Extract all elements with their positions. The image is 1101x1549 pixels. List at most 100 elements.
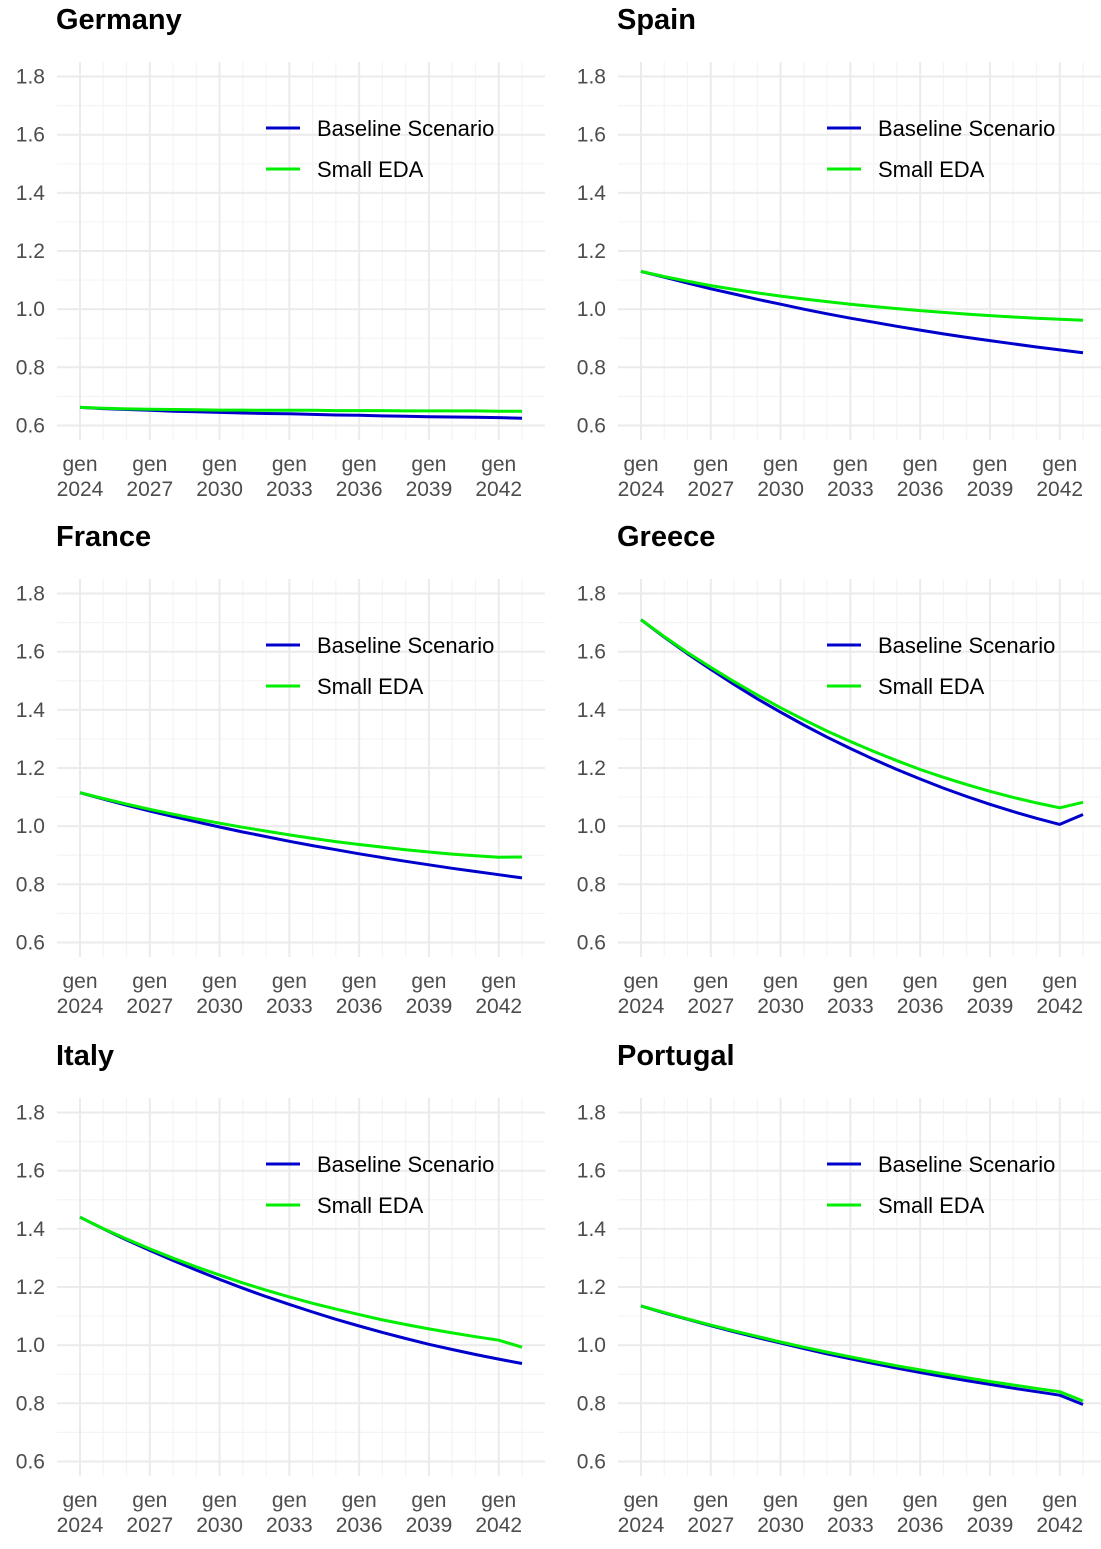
y-tick-label: 0.8 — [577, 1392, 606, 1415]
x-tick-label: gen — [903, 970, 938, 993]
chart-panel-greece: Greece 0.6 0.8 1.0 1.2 1.4 1.6 1.8 gen 2024 gen 202… — [561, 517, 1101, 1030]
y-tick-label: 1.0 — [577, 298, 606, 321]
x-tick-label: 2030 — [757, 1514, 804, 1537]
chart-panel-spain: Spain 0.6 0.8 1.0 1.2 1.4 1.6 1.8 gen 2024 gen 2027… — [561, 0, 1101, 513]
legend-label: Baseline Scenario — [317, 633, 494, 658]
series-line-small-eda — [640, 618, 1084, 810]
y-tick-label: 0.8 — [577, 356, 606, 379]
x-tick-label: gen — [763, 453, 798, 476]
x-tick-label: 2033 — [827, 1514, 874, 1537]
x-tick-label: gen — [1042, 1489, 1077, 1512]
legend-label: Baseline Scenario — [878, 116, 1055, 141]
x-tick-label: gen — [1042, 453, 1077, 476]
y-tick-label: 0.8 — [16, 1392, 45, 1415]
y-tick-label: 0.6 — [16, 931, 45, 954]
x-tick-label: gen — [132, 453, 167, 476]
y-tick-label: 1.8 — [577, 66, 606, 89]
x-tick-label: gen — [411, 1489, 446, 1512]
x-tick-label: 2042 — [1036, 995, 1083, 1018]
x-tick-label: 2024 — [57, 995, 104, 1018]
x-tick-label: gen — [903, 1489, 938, 1512]
y-tick-label: 1.4 — [577, 1218, 607, 1241]
legend-label: Baseline Scenario — [878, 1152, 1055, 1177]
x-tick-label: 2039 — [406, 478, 453, 501]
x-tick-label: gen — [411, 970, 446, 993]
x-tick-label: 2033 — [827, 995, 874, 1018]
chart-title: Italy — [56, 1040, 115, 1072]
x-tick-label: 2042 — [475, 478, 522, 501]
x-tick-label: gen — [342, 453, 377, 476]
y-tick-label: 0.6 — [577, 1450, 606, 1473]
x-tick-label: 2042 — [475, 1514, 522, 1537]
series-line-baseline — [79, 791, 523, 880]
x-tick-label: 2039 — [967, 1514, 1014, 1537]
x-tick-label: 2024 — [57, 478, 104, 501]
x-tick-label: 2042 — [1036, 478, 1083, 501]
x-tick-label: gen — [132, 970, 167, 993]
legend-label: Baseline Scenario — [317, 116, 494, 141]
x-tick-label: gen — [693, 453, 728, 476]
y-tick-label: 1.6 — [577, 1160, 606, 1183]
legend-label: Small EDA — [878, 1193, 985, 1218]
legend-label: Small EDA — [878, 674, 985, 699]
x-tick-label: gen — [972, 453, 1007, 476]
x-tick-label: 2030 — [196, 478, 243, 501]
y-tick-label: 1.8 — [577, 583, 606, 606]
y-tick-label: 0.6 — [16, 414, 45, 437]
y-tick-label: 1.4 — [577, 182, 607, 205]
chart-panel-germany: Germany 0.6 0.8 1.0 1.2 1.4 1.6 1.8 gen 2024 gen 20… — [0, 0, 550, 513]
x-tick-label: gen — [411, 453, 446, 476]
y-tick-label: 1.6 — [16, 1160, 45, 1183]
chart-svg: 0.60.81.01.21.41.61.8gen2024gen2027gen20… — [16, 1098, 545, 1537]
x-tick-label: gen — [481, 970, 516, 993]
legend-label: Small EDA — [878, 157, 985, 182]
y-tick-label: 1.0 — [577, 1334, 606, 1357]
x-tick-label: 2039 — [406, 1514, 453, 1537]
y-tick-label: 1.6 — [16, 124, 45, 147]
x-tick-label: 2030 — [196, 995, 243, 1018]
y-tick-label: 1.0 — [16, 1334, 45, 1357]
y-tick-label: 1.0 — [16, 815, 45, 838]
chart-svg: 0.60.81.01.21.41.61.8gen2024gen2027gen20… — [577, 62, 1101, 501]
y-tick-label: 1.2 — [577, 757, 606, 780]
chart-svg: 0.60.81.01.21.41.61.8gen2024gen2027gen20… — [577, 579, 1101, 1018]
x-tick-label: gen — [62, 970, 97, 993]
x-tick-label: 2033 — [266, 478, 313, 501]
y-tick-label: 1.4 — [577, 699, 607, 722]
x-tick-label: gen — [972, 970, 1007, 993]
x-tick-label: gen — [202, 970, 237, 993]
y-tick-label: 1.2 — [577, 1276, 606, 1299]
x-tick-label: gen — [62, 453, 97, 476]
chart-title: Spain — [617, 4, 696, 36]
x-tick-label: 2036 — [336, 478, 383, 501]
y-tick-label: 1.4 — [16, 1218, 46, 1241]
x-tick-label: gen — [972, 1489, 1007, 1512]
y-tick-label: 1.6 — [577, 641, 606, 664]
x-tick-label: gen — [693, 970, 728, 993]
series-line-small-eda — [640, 1304, 1084, 1403]
x-tick-label: 2027 — [126, 995, 173, 1018]
x-tick-label: 2033 — [266, 1514, 313, 1537]
series-line-small-eda — [79, 405, 522, 413]
x-tick-label: 2033 — [827, 478, 874, 501]
chart-panel-italy: Italy 0.6 0.8 1.0 1.2 1.4 1.6 1.8 gen 2024 gen 2027… — [0, 1036, 550, 1549]
y-tick-label: 0.6 — [16, 1450, 45, 1473]
x-tick-label: 2036 — [897, 995, 944, 1018]
x-tick-label: gen — [833, 970, 868, 993]
x-tick-label: 2033 — [266, 995, 313, 1018]
chart-title: Germany — [56, 4, 182, 36]
x-tick-label: 2036 — [336, 995, 383, 1018]
series-line-baseline — [640, 269, 1084, 355]
y-tick-label: 1.6 — [577, 124, 606, 147]
x-tick-label: gen — [272, 1489, 307, 1512]
chart-title: Portugal — [617, 1040, 735, 1072]
x-tick-label: gen — [342, 970, 377, 993]
series-line-baseline — [640, 1304, 1084, 1406]
x-tick-label: 2036 — [897, 478, 944, 501]
x-tick-label: 2030 — [196, 1514, 243, 1537]
x-tick-label: gen — [132, 1489, 167, 1512]
series-line-small-eda — [640, 269, 1084, 322]
chart-svg: 0.60.81.01.21.41.61.8gen2024gen2027gen20… — [577, 1098, 1101, 1537]
x-tick-label: gen — [623, 970, 658, 993]
